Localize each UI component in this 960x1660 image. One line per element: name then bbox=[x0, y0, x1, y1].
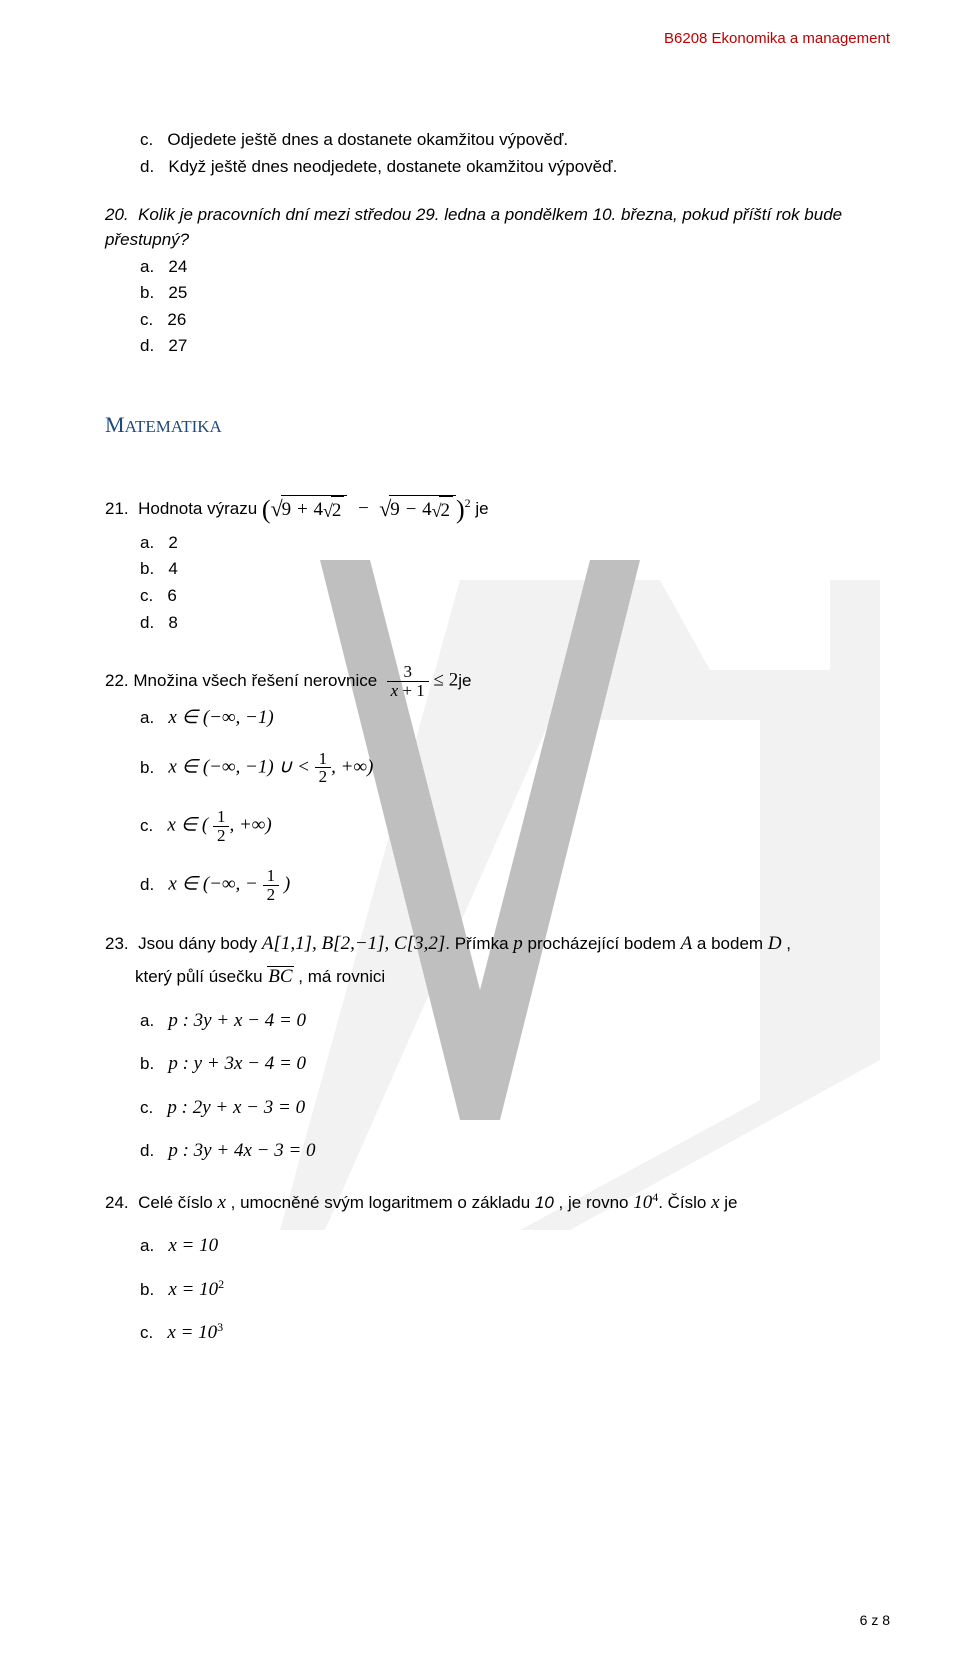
q19-options-tail: c. Odjedete ještě dnes a dostanete okamž… bbox=[140, 128, 885, 179]
opt-text: 24 bbox=[168, 257, 187, 276]
opt-letter: b. bbox=[140, 283, 154, 302]
opt-text: 4 bbox=[168, 559, 177, 578]
opt-letter: a. bbox=[140, 1011, 154, 1030]
header-course-code: B6208 Ekonomika a management bbox=[664, 28, 890, 50]
opt-text: 25 bbox=[168, 283, 187, 302]
q-text: . Číslo bbox=[658, 1193, 711, 1212]
q-trail: je bbox=[475, 499, 488, 518]
q-text: Celé číslo bbox=[138, 1193, 217, 1212]
opt-expr: x ∈ (−∞, − 12 ) bbox=[168, 867, 290, 904]
opt-text: 6 bbox=[167, 586, 176, 605]
q-text: . Přímka bbox=[445, 934, 513, 953]
opt-letter: c. bbox=[140, 814, 153, 839]
opt-letter: d. bbox=[140, 873, 154, 898]
opt-expr: p : 2y + x − 3 = 0 bbox=[167, 1097, 305, 1118]
q-text: , má rovnici bbox=[298, 967, 385, 986]
opt-letter: d. bbox=[140, 613, 154, 632]
opt-letter: a. bbox=[140, 1236, 154, 1255]
opt-letter: a. bbox=[140, 257, 154, 276]
q-text: je bbox=[720, 1193, 738, 1212]
opt-letter: c. bbox=[140, 310, 153, 329]
opt-letter: b. bbox=[140, 559, 154, 578]
q-number: 24. bbox=[105, 1193, 129, 1212]
q-text: , je rovno bbox=[559, 1193, 634, 1212]
page-number: 6 z 8 bbox=[860, 1610, 890, 1630]
q-number: 23. bbox=[105, 934, 129, 953]
q22: 22. Množina všech řešení nerovnice 3x + … bbox=[105, 663, 885, 903]
q-number: 22. bbox=[105, 669, 129, 694]
opt-text: 27 bbox=[168, 336, 187, 355]
q-lead: Množina všech řešení nerovnice bbox=[133, 669, 377, 694]
opt-expr: x ∈ ( 12, +∞) bbox=[167, 808, 271, 845]
segment-bc: BC bbox=[267, 966, 293, 986]
opt-expr: x ∈ (−∞, −1) bbox=[168, 707, 273, 728]
opt-expr: x = 102 bbox=[168, 1279, 224, 1300]
q20: 20. Kolik je pracovních dní mezi středou… bbox=[105, 203, 885, 359]
q-text: Jsou dány body bbox=[138, 934, 262, 953]
opt-text: 26 bbox=[167, 310, 186, 329]
q21-expression: (√9 + 4√2 − √9 − 4√2)2 bbox=[262, 498, 476, 519]
opt-text: 8 bbox=[168, 613, 177, 632]
opt-text: 2 bbox=[168, 533, 177, 552]
opt-letter: b. bbox=[140, 1054, 154, 1073]
opt-letter: c. bbox=[140, 1323, 153, 1342]
q-text: a bodem bbox=[692, 934, 768, 953]
q-trail: je bbox=[458, 669, 471, 694]
q-text: , umocněné svým logaritmem o základu bbox=[231, 1193, 535, 1212]
q-lead: Hodnota výrazu bbox=[138, 499, 262, 518]
q24: 24. Celé číslo x , umocněné svým logarit… bbox=[105, 1189, 885, 1347]
opt-letter: b. bbox=[140, 756, 154, 781]
opt-letter: a. bbox=[140, 708, 154, 727]
opt-letter: d. bbox=[140, 157, 154, 176]
opt-expr: x ∈ (−∞, −1) ∪ < 12, +∞) bbox=[168, 750, 373, 787]
opt-expr: p : y + 3x − 4 = 0 bbox=[168, 1053, 306, 1074]
section-heading-matematika: MATEMATIKA bbox=[105, 409, 885, 441]
opt-text: Když ještě dnes neodjedete, dostanete ok… bbox=[168, 157, 617, 176]
opt-letter: c. bbox=[140, 1098, 153, 1117]
opt-letter: a. bbox=[140, 533, 154, 552]
q-number: 21. bbox=[105, 499, 129, 518]
q-text: Kolik je pracovních dní mezi středou 29.… bbox=[105, 205, 842, 249]
q-number: 20. bbox=[105, 205, 129, 224]
q21: 21. Hodnota výrazu (√9 + 4√2 − √9 − 4√2)… bbox=[105, 491, 885, 635]
opt-text: Odjedete ještě dnes a dostanete okamžito… bbox=[167, 130, 568, 149]
opt-letter: d. bbox=[140, 1141, 154, 1160]
opt-expr: p : 3y + x − 4 = 0 bbox=[168, 1010, 306, 1031]
q-text: procházející bodem bbox=[523, 934, 681, 953]
opt-expr: x = 10 bbox=[168, 1235, 218, 1256]
opt-letter: c. bbox=[140, 130, 153, 149]
section-first-letter: M bbox=[105, 412, 125, 437]
q-text: , bbox=[782, 934, 791, 953]
opt-letter: c. bbox=[140, 586, 153, 605]
opt-expr: x = 103 bbox=[167, 1322, 223, 1343]
section-rest: ATEMATIKA bbox=[125, 417, 222, 436]
opt-expr: p : 3y + 4x − 3 = 0 bbox=[168, 1140, 315, 1161]
opt-letter: d. bbox=[140, 336, 154, 355]
q22-expression: 3x + 1 ≤ 2 bbox=[387, 663, 459, 700]
opt-letter: b. bbox=[140, 1280, 154, 1299]
q-text: který půlí úsečku bbox=[135, 967, 267, 986]
q23: 23. Jsou dány body A[1,1], B[2,−1], C[3,… bbox=[105, 930, 885, 1165]
page-content: c. Odjedete ještě dnes a dostanete okamž… bbox=[105, 120, 885, 1371]
